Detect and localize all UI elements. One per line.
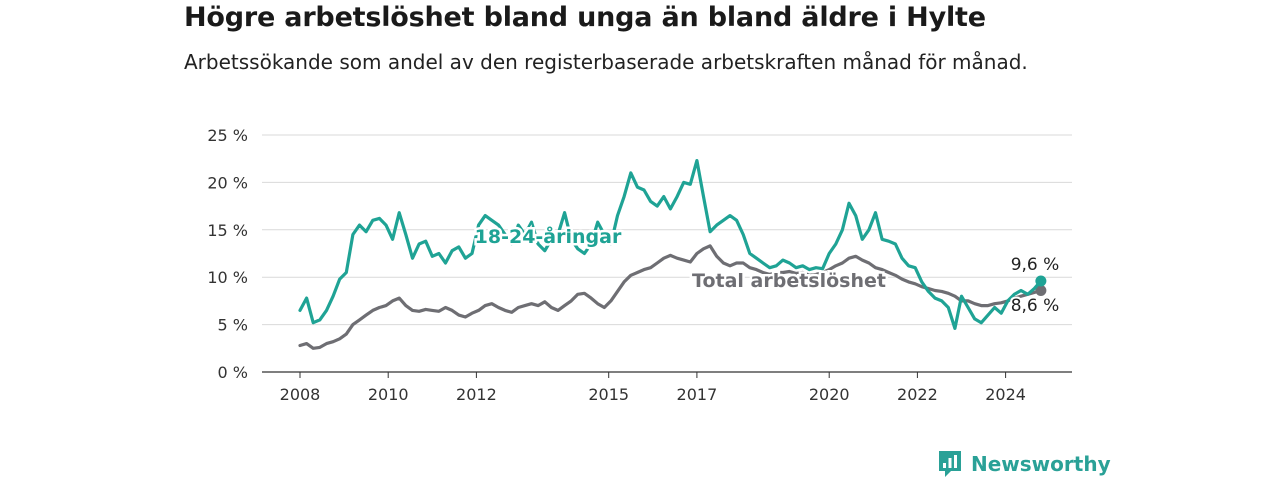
newsworthy-logo-icon [939,451,961,477]
x-tick-label: 2008 [280,385,321,404]
y-tick-label: 20 % [207,173,248,192]
y-tick-label: 15 % [207,221,248,240]
x-axis-ticks: 2008 2010 2012 2015 2017 2020 2022 2024 [280,372,1026,404]
y-axis-ticks: 0 % 5 % 10 % 15 % 20 % 25 % [207,126,248,382]
y-tick-label: 0 % [218,363,248,382]
end-label-total: 8,6 % [1011,296,1060,316]
end-label-youth: 9,6 % [1011,255,1060,275]
x-tick-label: 2010 [368,385,409,404]
chart-subtitle: Arbetssökande som andel av den registerb… [184,50,1028,74]
series-label-total: Total arbetslöshet [692,270,886,292]
series-labels: 18-24-åringar Total arbetslöshet 9,6 % 8,6 … [472,222,1061,319]
series-label-youth: 18-24-åringar [475,224,622,248]
x-tick-label: 2015 [588,385,629,404]
y-tick-label: 10 % [207,268,248,287]
series-line-total [298,244,1043,350]
x-tick-label: 2017 [677,385,718,404]
y-tick-label: 25 % [207,126,248,145]
end-point-total [1035,284,1047,296]
x-tick-label: 2020 [809,385,850,404]
series-lines [298,159,1047,350]
grid-lines [262,134,1072,373]
x-tick-label: 2012 [456,385,497,404]
brand-name: Newsworthy [971,452,1111,476]
y-tick-label: 5 % [218,316,248,335]
chart-title: Högre arbetslöshet bland unga än bland ä… [184,2,986,33]
series-line-youth [298,159,1043,330]
end-point-youth [1035,275,1047,287]
x-tick-label: 2024 [985,385,1026,404]
x-tick-label: 2022 [897,385,938,404]
newsworthy-brand: Newsworthy [937,449,1111,479]
